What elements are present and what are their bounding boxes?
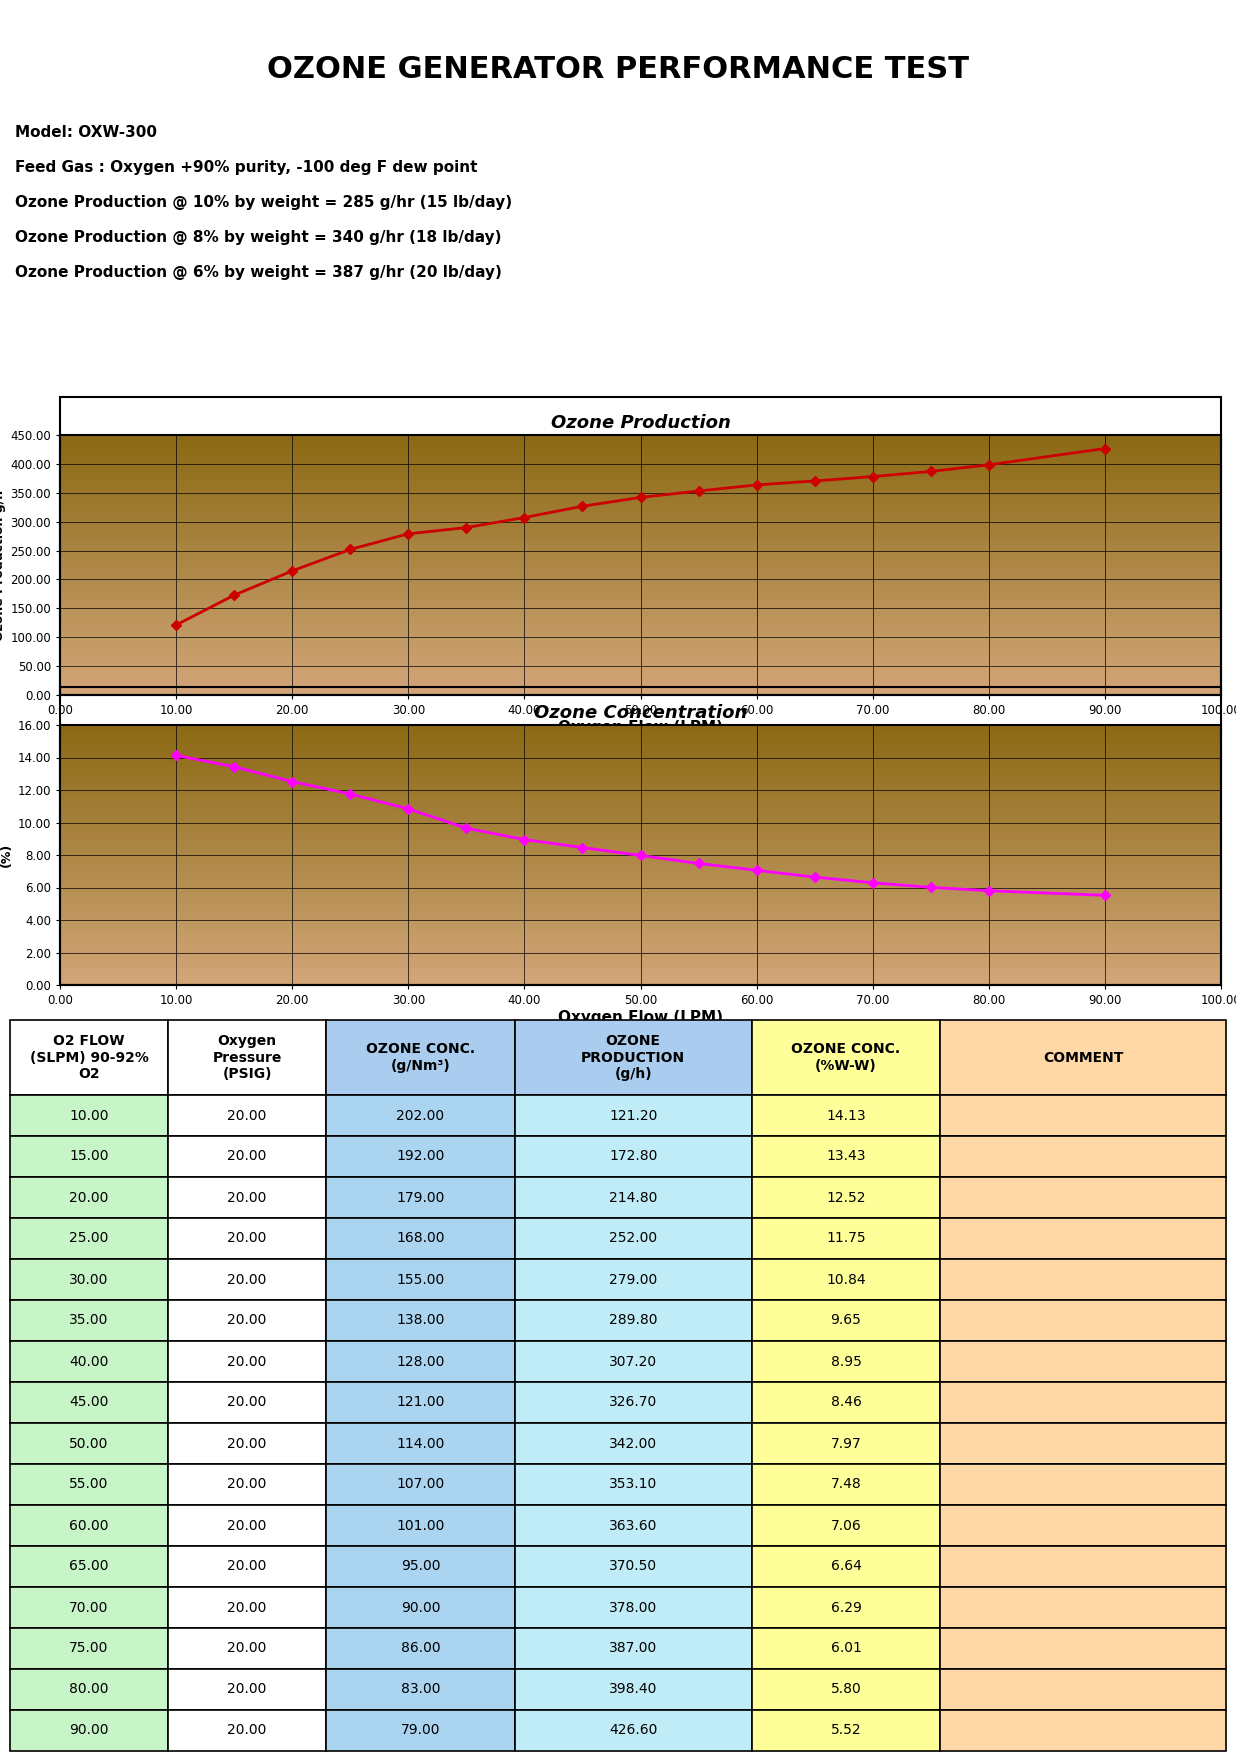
Text: 20.00: 20.00 (227, 1355, 267, 1369)
Text: 214.80: 214.80 (609, 1190, 658, 1204)
Text: 20.00: 20.00 (227, 1601, 267, 1615)
Text: Ozone Production @ 8% by weight = 340 g/hr (18 lb/day): Ozone Production @ 8% by weight = 340 g/… (15, 230, 502, 246)
Text: 363.60: 363.60 (609, 1518, 658, 1532)
Text: 202.00: 202.00 (397, 1109, 445, 1123)
Text: 25.00: 25.00 (69, 1232, 109, 1246)
Y-axis label: Ozone Concentration
(%): Ozone Concentration (%) (0, 781, 14, 928)
Text: 15.00: 15.00 (69, 1150, 109, 1164)
Text: Oxygen
Pressure
(PSIG): Oxygen Pressure (PSIG) (213, 1034, 282, 1081)
Text: 114.00: 114.00 (397, 1437, 445, 1450)
Text: 398.40: 398.40 (609, 1683, 658, 1697)
Text: 20.00: 20.00 (227, 1683, 267, 1697)
Text: Ozone Production @ 6% by weight = 387 g/hr (20 lb/day): Ozone Production @ 6% by weight = 387 g/… (15, 265, 502, 281)
Text: 20.00: 20.00 (69, 1190, 109, 1204)
Text: 168.00: 168.00 (397, 1232, 445, 1246)
Title: Ozone Production: Ozone Production (550, 414, 730, 432)
Text: 279.00: 279.00 (609, 1272, 658, 1286)
Text: 60.00: 60.00 (69, 1518, 109, 1532)
Text: 179.00: 179.00 (397, 1190, 445, 1204)
Text: COMMENT: COMMENT (1043, 1051, 1124, 1065)
Text: 20.00: 20.00 (227, 1272, 267, 1286)
Text: 20.00: 20.00 (227, 1395, 267, 1409)
Text: 70.00: 70.00 (69, 1601, 109, 1615)
Text: 252.00: 252.00 (609, 1232, 658, 1246)
Text: 8.46: 8.46 (831, 1395, 861, 1409)
X-axis label: Oxygen Flow (LPM): Oxygen Flow (LPM) (557, 1009, 723, 1025)
Text: 7.06: 7.06 (831, 1518, 861, 1532)
Text: 83.00: 83.00 (400, 1683, 440, 1697)
Text: 138.00: 138.00 (397, 1313, 445, 1327)
Text: 289.80: 289.80 (609, 1313, 658, 1327)
Text: 192.00: 192.00 (397, 1150, 445, 1164)
Text: OZONE CONC.
(%W-W): OZONE CONC. (%W-W) (791, 1042, 901, 1072)
Text: 75.00: 75.00 (69, 1641, 109, 1655)
Text: 20.00: 20.00 (227, 1723, 267, 1737)
Title: Ozone Concentration: Ozone Concentration (534, 704, 748, 721)
Text: 342.00: 342.00 (609, 1437, 658, 1450)
Text: 90.00: 90.00 (69, 1723, 109, 1737)
Text: 326.70: 326.70 (609, 1395, 658, 1409)
Text: 378.00: 378.00 (609, 1601, 658, 1615)
Text: 7.48: 7.48 (831, 1478, 861, 1492)
Text: 95.00: 95.00 (400, 1560, 440, 1574)
Text: 45.00: 45.00 (69, 1395, 109, 1409)
Text: 121.20: 121.20 (609, 1109, 658, 1123)
Text: O2 FLOW
(SLPM) 90-92%
O2: O2 FLOW (SLPM) 90-92% O2 (30, 1034, 148, 1081)
Text: 5.80: 5.80 (831, 1683, 861, 1697)
Text: 10.84: 10.84 (826, 1272, 865, 1286)
Text: 90.00: 90.00 (400, 1601, 440, 1615)
Text: Model: OXW-300: Model: OXW-300 (15, 125, 157, 140)
Text: 155.00: 155.00 (397, 1272, 445, 1286)
X-axis label: Oxygen Flow (LPM): Oxygen Flow (LPM) (557, 720, 723, 735)
Text: 121.00: 121.00 (397, 1395, 445, 1409)
Text: 387.00: 387.00 (609, 1641, 658, 1655)
Text: 6.64: 6.64 (831, 1560, 861, 1574)
Text: Feed Gas : Oxygen +90% purity, -100 deg F dew point: Feed Gas : Oxygen +90% purity, -100 deg … (15, 160, 477, 176)
Text: Ozone Production @ 10% by weight = 285 g/hr (15 lb/day): Ozone Production @ 10% by weight = 285 g… (15, 195, 512, 211)
Text: 35.00: 35.00 (69, 1313, 109, 1327)
Text: 14.13: 14.13 (826, 1109, 865, 1123)
Text: 20.00: 20.00 (227, 1190, 267, 1204)
Text: 8.95: 8.95 (831, 1355, 861, 1369)
Text: 107.00: 107.00 (397, 1478, 445, 1492)
Text: 20.00: 20.00 (227, 1560, 267, 1574)
Text: 40.00: 40.00 (69, 1355, 109, 1369)
Text: 172.80: 172.80 (609, 1150, 658, 1164)
Text: 9.65: 9.65 (831, 1313, 861, 1327)
Text: 353.10: 353.10 (609, 1478, 658, 1492)
Text: 20.00: 20.00 (227, 1641, 267, 1655)
Text: 20.00: 20.00 (227, 1437, 267, 1450)
Text: 55.00: 55.00 (69, 1478, 109, 1492)
Text: 50.00: 50.00 (69, 1437, 109, 1450)
Text: 426.60: 426.60 (609, 1723, 658, 1737)
Text: 7.97: 7.97 (831, 1437, 861, 1450)
Text: 30.00: 30.00 (69, 1272, 109, 1286)
Text: 20.00: 20.00 (227, 1109, 267, 1123)
Text: 80.00: 80.00 (69, 1683, 109, 1697)
Text: 79.00: 79.00 (400, 1723, 440, 1737)
Text: 20.00: 20.00 (227, 1313, 267, 1327)
Text: 12.52: 12.52 (826, 1190, 865, 1204)
Text: 20.00: 20.00 (227, 1518, 267, 1532)
Text: 10.00: 10.00 (69, 1109, 109, 1123)
Text: 6.29: 6.29 (831, 1601, 861, 1615)
Text: OZONE GENERATOR PERFORMANCE TEST: OZONE GENERATOR PERFORMANCE TEST (267, 54, 969, 84)
Y-axis label: Ozone Production g/h: Ozone Production g/h (0, 490, 6, 641)
Text: 20.00: 20.00 (227, 1232, 267, 1246)
Text: 128.00: 128.00 (397, 1355, 445, 1369)
Text: 20.00: 20.00 (227, 1150, 267, 1164)
Text: OZONE
PRODUCTION
(g/h): OZONE PRODUCTION (g/h) (581, 1034, 685, 1081)
Text: 5.52: 5.52 (831, 1723, 861, 1737)
Text: OZONE CONC.
(g/Nm³): OZONE CONC. (g/Nm³) (366, 1042, 475, 1072)
Text: 65.00: 65.00 (69, 1560, 109, 1574)
Text: 307.20: 307.20 (609, 1355, 658, 1369)
Text: 370.50: 370.50 (609, 1560, 658, 1574)
Text: 11.75: 11.75 (826, 1232, 865, 1246)
Text: 20.00: 20.00 (227, 1478, 267, 1492)
Text: 101.00: 101.00 (397, 1518, 445, 1532)
Text: 13.43: 13.43 (826, 1150, 865, 1164)
Text: 86.00: 86.00 (400, 1641, 440, 1655)
Text: 6.01: 6.01 (831, 1641, 861, 1655)
